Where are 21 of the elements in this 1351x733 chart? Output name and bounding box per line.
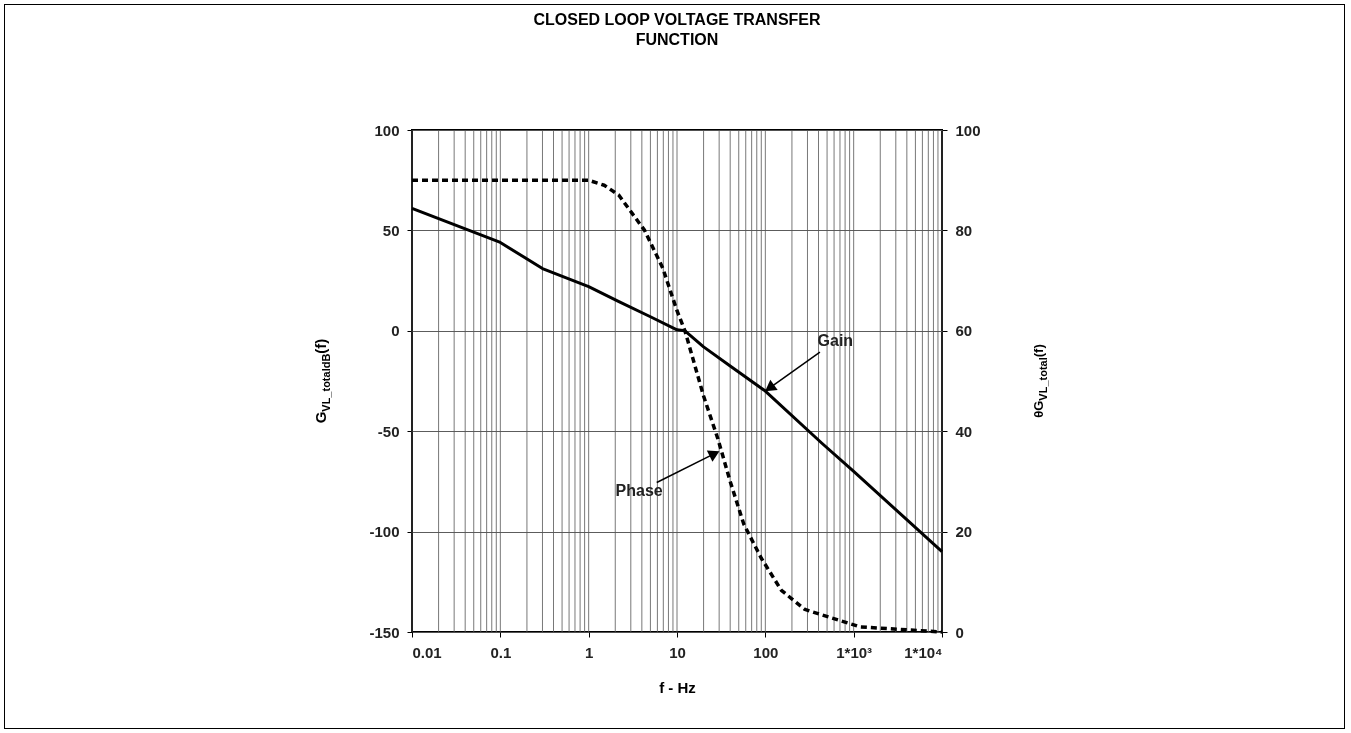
x-tick-label: 100 <box>753 643 779 661</box>
x-tick-label: 1*10⁴ <box>904 643 943 661</box>
x-axis-title: f - Hz <box>659 678 696 696</box>
x-tick-label: 1*10³ <box>836 643 873 661</box>
y-tick-label: 50 <box>382 221 400 239</box>
y2-tick-label: 0 <box>955 623 964 641</box>
y-tick-label: 0 <box>391 322 400 340</box>
y2-tick-label: 40 <box>955 422 973 440</box>
y2-tick-label: 80 <box>955 221 973 239</box>
y2-tick-label: 60 <box>955 322 973 340</box>
y-tick-label: -50 <box>377 422 400 440</box>
y-tick-label: 100 <box>374 121 400 139</box>
y-tick-label: -100 <box>369 523 400 541</box>
x-tick-label: 10 <box>669 643 686 661</box>
x-tick-label: 0.01 <box>412 643 442 661</box>
x-tick-label: 1 <box>584 643 594 661</box>
y-tick-label: -150 <box>369 623 400 641</box>
x-tick-label: 0.1 <box>490 643 512 661</box>
chart-title: CLOSED LOOP VOLTAGE TRANSFER FUNCTION <box>532 10 822 50</box>
y2-tick-label: 100 <box>955 121 981 139</box>
y2-tick-label: 20 <box>955 523 973 541</box>
